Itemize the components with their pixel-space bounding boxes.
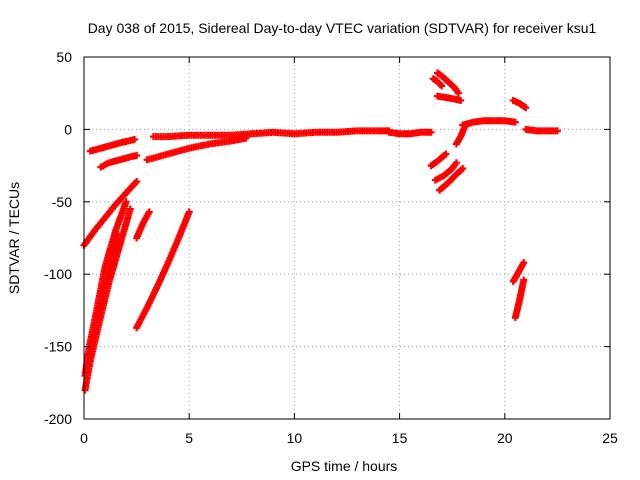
chart-title: Day 038 of 2015, Sidereal Day-to-day VTE… (88, 20, 597, 36)
data-point (126, 205, 134, 213)
x-tick-label: 0 (80, 430, 88, 446)
x-tick-label: 25 (602, 430, 618, 446)
y-tick-label: -50 (52, 194, 72, 210)
y-tick-label: -200 (44, 411, 72, 427)
data-point (522, 104, 530, 112)
y-tick-label: 0 (64, 121, 72, 137)
y-tick-label: -100 (44, 266, 72, 282)
satellite-track (433, 92, 465, 104)
satellite-track (429, 75, 446, 90)
x-tick-label: 20 (497, 430, 513, 446)
satellite-track (143, 134, 250, 164)
satellite-track (80, 178, 141, 249)
data-point (457, 96, 465, 104)
grid (84, 57, 610, 419)
data-point (438, 82, 446, 90)
data-point (442, 150, 450, 158)
satellite-track (431, 159, 460, 184)
x-axis-label: GPS time / hours (291, 458, 398, 474)
data-point (133, 178, 141, 186)
satellite-track (509, 96, 530, 112)
x-tick-label: 5 (185, 430, 193, 446)
satellite-track (427, 150, 450, 170)
data-point (553, 127, 561, 135)
data-point (145, 208, 153, 216)
y-tick-label: -150 (44, 339, 72, 355)
satellite-track (385, 128, 435, 138)
data-point (520, 259, 528, 267)
data-point (511, 118, 519, 126)
x-tick-label: 15 (392, 430, 408, 446)
data-point (133, 151, 141, 159)
data-point (427, 128, 435, 136)
satellite-track (248, 127, 393, 138)
data-point (520, 276, 528, 284)
data-point (114, 230, 122, 238)
data-point (455, 89, 463, 97)
satellite-track (149, 130, 256, 141)
x-tick-label: 10 (287, 430, 303, 446)
data-point (459, 164, 467, 172)
data-point (185, 208, 193, 216)
y-axis-label: SDTVAR / TECUs (6, 182, 22, 294)
axis-ticks: 0 5 10 15 20 25 -200 -150 -100 -50 0 50 (44, 49, 618, 446)
satellite-track (509, 259, 528, 285)
satellite-track (433, 69, 463, 97)
satellite-track (97, 151, 141, 171)
satellite-track (133, 208, 193, 332)
satellite-track (82, 230, 122, 372)
satellite-track (436, 164, 467, 194)
plot-frame (83, 56, 611, 420)
data-point (452, 159, 460, 167)
satellite-track (522, 125, 561, 135)
satellite-track (133, 208, 153, 242)
satellite-track (511, 276, 528, 322)
y-tick-label: 50 (56, 49, 72, 65)
data-series (80, 69, 561, 394)
satellite-track (459, 117, 519, 129)
data-point (130, 136, 138, 144)
data-point (122, 198, 130, 206)
satellite-track (86, 136, 138, 155)
